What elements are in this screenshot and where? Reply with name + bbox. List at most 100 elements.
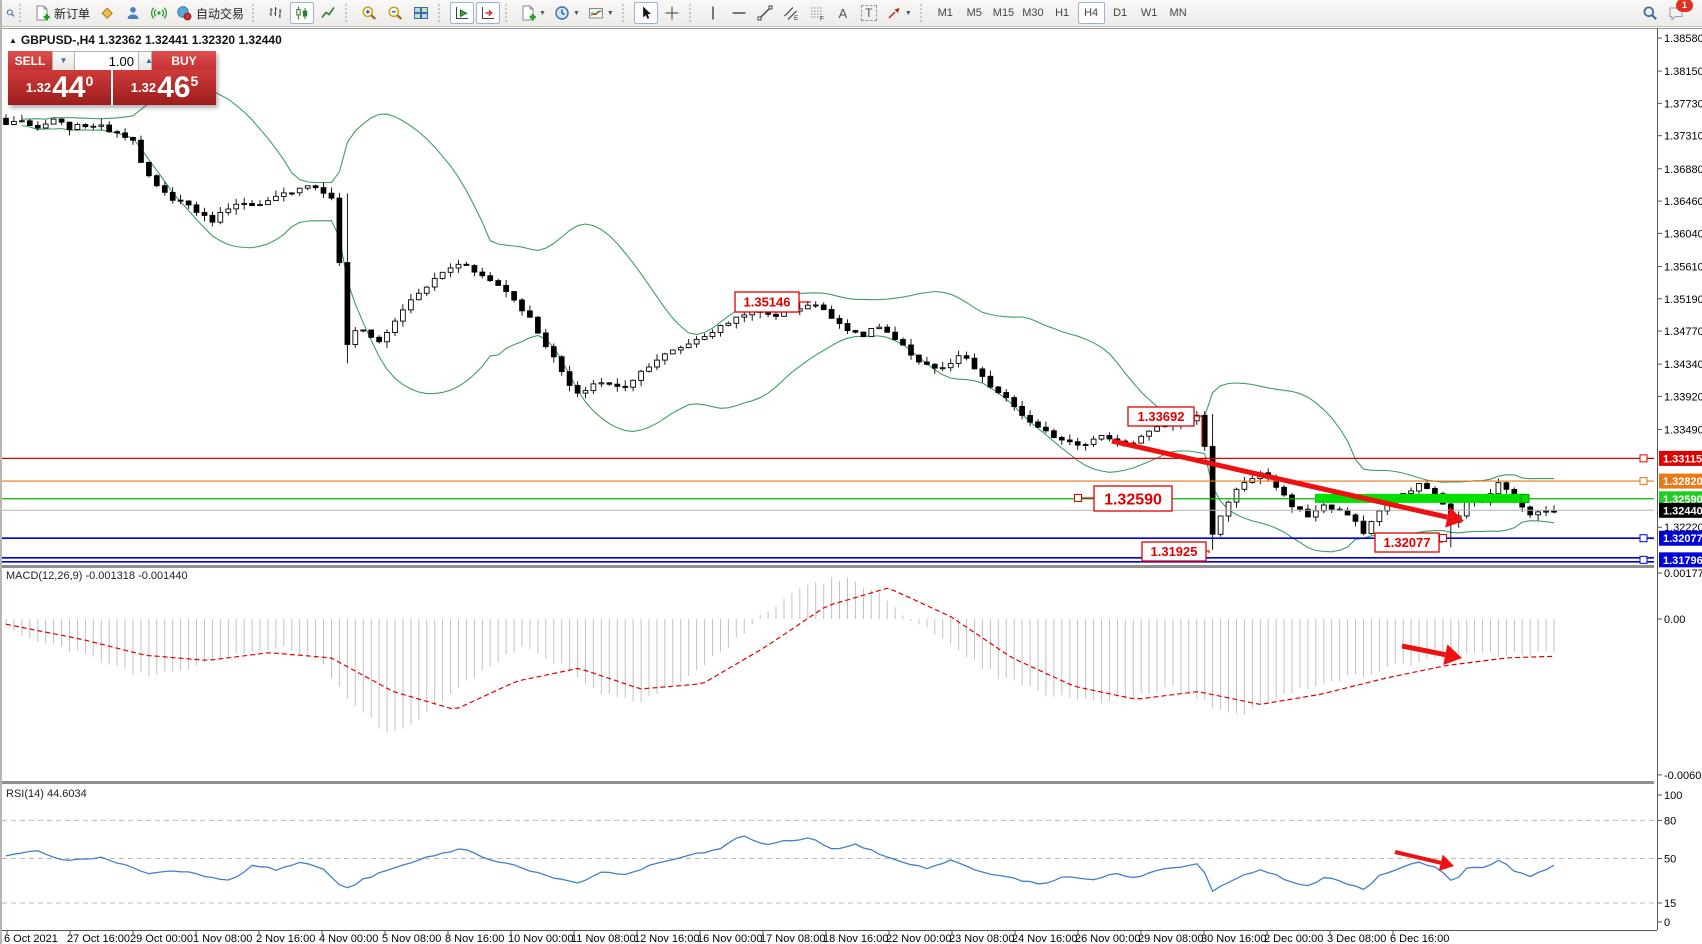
search-button[interactable] bbox=[1638, 2, 1662, 24]
svg-text:27 Oct 16:00: 27 Oct 16:00 bbox=[67, 933, 130, 944]
buy-price-pips: 46 bbox=[157, 70, 191, 104]
svg-text:1.32077: 1.32077 bbox=[1384, 535, 1431, 550]
market-watch-button[interactable] bbox=[95, 2, 119, 24]
line-chart-icon bbox=[320, 5, 336, 21]
indicators-button[interactable]: ▼ bbox=[517, 2, 549, 24]
chart-shift-icon bbox=[480, 5, 496, 21]
templates-button[interactable]: ▼ bbox=[585, 2, 617, 24]
timeframe-button-M30[interactable]: M30 bbox=[1019, 2, 1046, 24]
crosshair-button[interactable] bbox=[660, 2, 684, 24]
toolbar-grip[interactable] bbox=[252, 4, 258, 22]
svg-text:50: 50 bbox=[1664, 854, 1676, 866]
svg-text:100: 100 bbox=[1664, 790, 1682, 802]
text-tool-button[interactable]: A bbox=[831, 2, 855, 24]
support-zone-band[interactable] bbox=[1315, 493, 1530, 503]
sell-button[interactable]: SELL bbox=[8, 51, 52, 71]
toolbar-grip[interactable] bbox=[919, 4, 926, 22]
candlestick-chart-button[interactable] bbox=[290, 2, 315, 24]
svg-text:1.36460: 1.36460 bbox=[1664, 196, 1702, 208]
svg-text:29 Oct 00:00: 29 Oct 00:00 bbox=[130, 933, 193, 944]
timeframe-button-W1[interactable]: W1 bbox=[1136, 2, 1163, 24]
bollinger-bands bbox=[21, 87, 1555, 553]
fibonacci-button[interactable] bbox=[805, 2, 829, 24]
sound-alerts-button[interactable] bbox=[147, 2, 171, 24]
line-chart-button[interactable] bbox=[316, 2, 340, 24]
timeframe-button-M15[interactable]: M15 bbox=[990, 2, 1017, 24]
price-annotation-labels[interactable]: 1.35146 1.33692 1.32590 1.31925 1.32077 bbox=[734, 291, 1447, 562]
buy-button[interactable]: BUY bbox=[152, 51, 216, 71]
text-label-icon: T bbox=[861, 5, 877, 21]
arrows-tool-button[interactable]: ▼ bbox=[883, 2, 915, 24]
zoom-out-icon bbox=[387, 5, 403, 21]
auto-scroll-icon bbox=[454, 5, 470, 21]
chart-shift-button[interactable] bbox=[476, 2, 501, 24]
market-watch-icon bbox=[99, 5, 115, 21]
toolbar-grip[interactable] bbox=[19, 4, 25, 22]
toolbar-grip[interactable] bbox=[688, 4, 695, 22]
zoom-in-button[interactable] bbox=[357, 2, 381, 24]
toolbar-grip[interactable] bbox=[345, 4, 351, 22]
toolbar-grip[interactable] bbox=[505, 4, 511, 22]
zoom-out-button[interactable] bbox=[383, 2, 407, 24]
svg-text:1.35146: 1.35146 bbox=[744, 295, 791, 310]
text-label-tool-button[interactable]: T bbox=[857, 2, 881, 24]
volume-decrease-button[interactable]: ▼ bbox=[52, 51, 75, 71]
volume-input[interactable] bbox=[75, 51, 138, 71]
macd-pane bbox=[5, 577, 1555, 732]
svg-text:16 Nov 00:00: 16 Nov 00:00 bbox=[697, 933, 762, 944]
vertical-line-button[interactable] bbox=[701, 2, 725, 24]
autotrading-button[interactable]: 自动交易 bbox=[173, 2, 247, 24]
timeframe-button-D1[interactable]: D1 bbox=[1107, 2, 1134, 24]
broadcast-icon bbox=[151, 5, 167, 21]
trend-arrow-object[interactable] bbox=[1111, 438, 1464, 528]
chart-title[interactable]: ▲ GBPUSD-,H4 1.32362 1.32441 1.32320 1.32… bbox=[9, 33, 282, 47]
auto-scroll-button[interactable] bbox=[450, 2, 475, 24]
volume-increase-button[interactable]: ▲ bbox=[138, 51, 153, 71]
timeframe-button-H1[interactable]: H1 bbox=[1049, 2, 1076, 24]
svg-text:6 Dec 16:00: 6 Dec 16:00 bbox=[1390, 933, 1449, 944]
chat-button[interactable]: 1 bbox=[1664, 0, 1693, 24]
tile-windows-button[interactable] bbox=[409, 2, 433, 24]
sell-price-pips: 44 bbox=[52, 70, 86, 104]
timeframe-button-H4[interactable]: H4 bbox=[1077, 2, 1105, 24]
svg-text:-0.00602: -0.00602 bbox=[1664, 770, 1702, 782]
toolbar-grip[interactable] bbox=[621, 4, 628, 22]
clipped-toolbar-icon[interactable] bbox=[6, 2, 15, 24]
trendline-button[interactable] bbox=[753, 2, 777, 24]
chart-canvas[interactable]: 1.35146 1.33692 1.32590 1.31925 1.32077 1.38… bbox=[2, 28, 1702, 944]
timeframe-button-MN[interactable]: MN bbox=[1165, 2, 1192, 24]
buy-price[interactable]: 1.32 46 5 bbox=[113, 70, 216, 105]
svg-text:2 Nov 16:00: 2 Nov 16:00 bbox=[256, 933, 315, 944]
svg-text:26 Nov 00:00: 26 Nov 00:00 bbox=[1075, 933, 1140, 944]
notification-badge: 1 bbox=[1676, 0, 1693, 12]
new-order-button[interactable]: 新订单 bbox=[31, 2, 93, 24]
main-toolbar: 新订单 自动交易 ▼ ▼ ▼ A T ▼ M1 M5 M15 M30 H1 H4 D1 W1 M… bbox=[2, 0, 1702, 27]
equidistant-channel-button[interactable] bbox=[779, 2, 803, 24]
svg-text:0.001777: 0.001777 bbox=[1664, 568, 1702, 580]
person-icon bbox=[125, 5, 141, 21]
periods-button[interactable]: ▼ bbox=[551, 2, 583, 24]
indicators-icon bbox=[520, 5, 536, 21]
timeframe-button-M1[interactable]: M1 bbox=[932, 2, 959, 24]
sell-price[interactable]: 1.32 44 0 bbox=[8, 70, 111, 105]
template-icon bbox=[588, 5, 604, 21]
timeframe-bar: M1 M5 M15 M30 H1 H4 D1 W1 MN bbox=[931, 2, 1193, 24]
svg-text:1.33920: 1.33920 bbox=[1664, 391, 1702, 403]
svg-text:4 Nov 00:00: 4 Nov 00:00 bbox=[319, 933, 378, 944]
bar-chart-button[interactable] bbox=[264, 2, 288, 24]
chevron-down-icon: ▼ bbox=[572, 9, 580, 17]
svg-text:1 Nov 08:00: 1 Nov 08:00 bbox=[193, 933, 252, 944]
candlestick-icon bbox=[294, 5, 310, 21]
search-icon bbox=[1642, 5, 1658, 21]
toolbar-grip[interactable] bbox=[438, 4, 444, 22]
horizontal-line-button[interactable] bbox=[727, 2, 751, 24]
timeframe-button-M5[interactable]: M5 bbox=[961, 2, 988, 24]
candlesticks bbox=[3, 114, 1557, 550]
cursor-button[interactable] bbox=[633, 2, 658, 24]
collapse-arrow-icon[interactable]: ▲ bbox=[9, 36, 17, 45]
svg-text:1.38150: 1.38150 bbox=[1664, 66, 1702, 78]
svg-text:0: 0 bbox=[1664, 917, 1670, 929]
buy-price-prefix: 1.32 bbox=[130, 80, 157, 95]
data-window-button[interactable] bbox=[121, 2, 145, 24]
svg-text:6 Oct 2021: 6 Oct 2021 bbox=[4, 933, 58, 944]
